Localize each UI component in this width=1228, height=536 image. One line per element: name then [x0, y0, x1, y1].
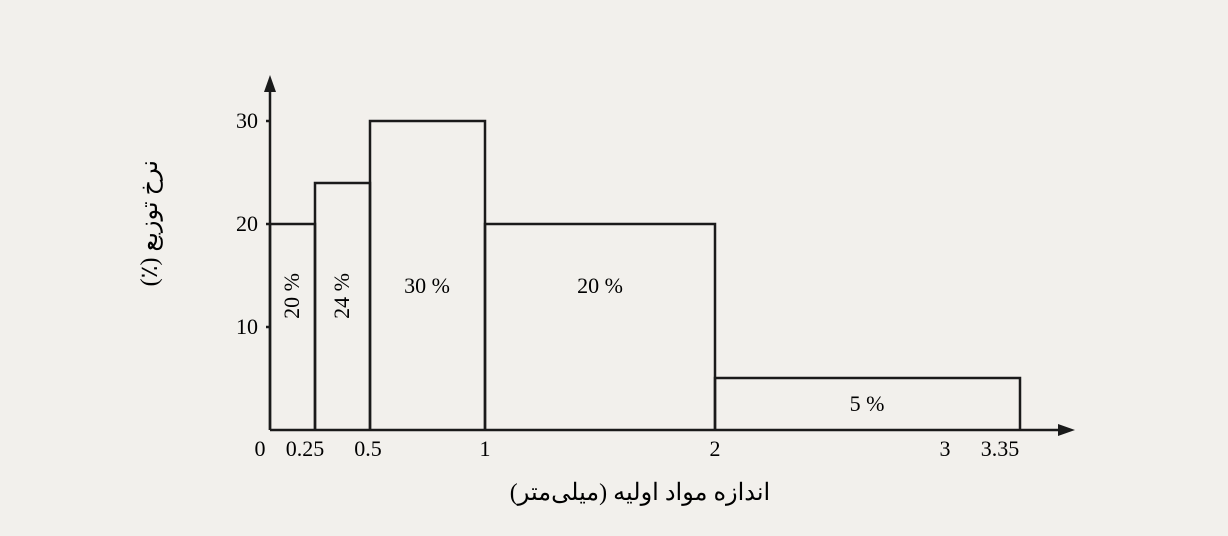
histogram-bars [270, 121, 1020, 430]
bar-label-3: 30 % [404, 273, 450, 299]
histogram-chart: نرخ توزیع (٪) اندازه مواد اولیه (میلی‌مت… [140, 30, 1140, 500]
bar-label-2: 24 % [329, 273, 355, 319]
chart-svg [140, 30, 1140, 500]
bar-label-1: 20 % [279, 273, 305, 319]
bar-label-5: 5 % [850, 391, 885, 417]
bar-label-4: 20 % [577, 273, 623, 299]
